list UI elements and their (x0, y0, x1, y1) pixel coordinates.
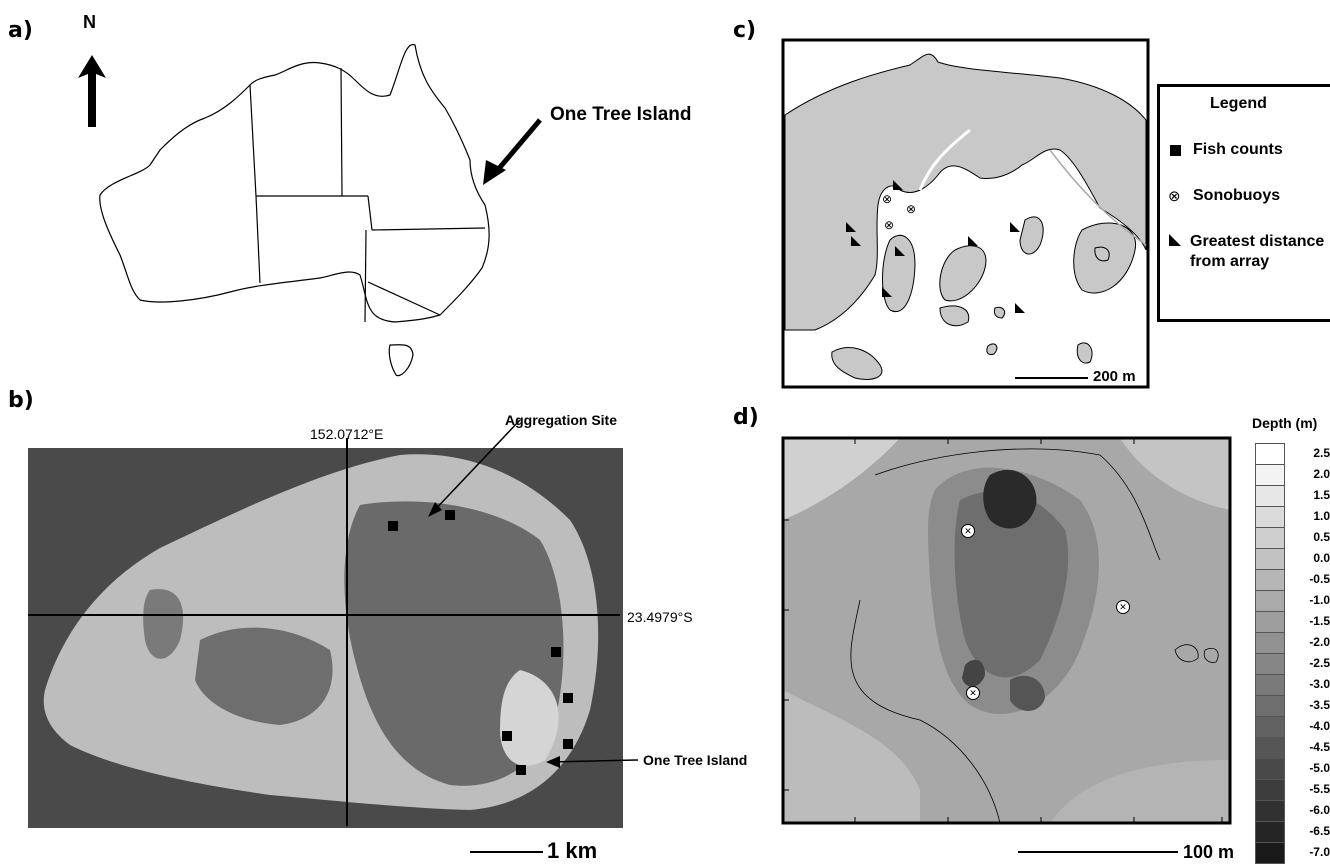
depth-swatch (1255, 738, 1285, 759)
depth-swatch (1255, 780, 1285, 801)
depth-tick-label: -5.5 (1309, 782, 1330, 796)
fish-count-marker (516, 765, 526, 775)
depth-swatch (1255, 801, 1285, 822)
depth-tick-label: 2.5 (1313, 446, 1330, 460)
legend-item-greatest-distance: Greatest distance from array (1190, 233, 1325, 270)
depth-tick-label: -2.0 (1309, 635, 1330, 649)
legend-title: Legend (1210, 95, 1267, 112)
fish-count-marker (563, 693, 573, 703)
scale-label-b: 1 km (547, 838, 598, 863)
depth-swatch (1255, 549, 1285, 570)
depth-tick-label: 2.0 (1313, 467, 1330, 481)
depth-swatch (1255, 822, 1285, 843)
longitude-label: 152.0712°E (310, 426, 384, 442)
depth-swatch (1255, 717, 1285, 738)
depth-tick-label: -4.5 (1309, 740, 1330, 754)
north-label: N (83, 12, 96, 32)
depth-swatch (1255, 465, 1285, 486)
depth-tick-label: -6.5 (1309, 824, 1330, 838)
depth-tick-label: -1.0 (1309, 593, 1330, 607)
depth-tick-label: -6.0 (1309, 803, 1330, 817)
scale-label-d: 100 m (1183, 842, 1235, 862)
sonobuoy-marker: ✕ (1116, 600, 1130, 614)
latitude-label: 23.4979°S (627, 609, 693, 625)
legend-item-sonobuoys: Sonobuoys (1193, 187, 1281, 204)
sonobuoys-icon: ⊗ (1168, 188, 1181, 205)
one-tree-island-label-b: One Tree Island (643, 752, 748, 768)
sonobuoy-marker: ✕ (966, 686, 980, 700)
panel-d-label: d) (733, 405, 759, 430)
depth-tick-label: -0.5 (1309, 572, 1330, 586)
sonobuoy-marker: ⊗ (881, 192, 893, 206)
depth-swatch (1255, 675, 1285, 696)
depth-swatch (1255, 570, 1285, 591)
depth-swatch (1255, 443, 1285, 465)
legend-box (1157, 84, 1330, 322)
panel-a-label: a) (8, 18, 33, 43)
depth-colorbar (1255, 443, 1285, 864)
depth-tick-label: -7.0 (1309, 845, 1330, 859)
depth-swatch (1255, 528, 1285, 549)
depth-tick-label: 1.5 (1313, 488, 1330, 502)
fish-count-marker (502, 731, 512, 741)
fish-count-marker (388, 521, 398, 531)
depth-tick-label: 0.5 (1313, 530, 1330, 544)
depth-swatch (1255, 507, 1285, 528)
depth-swatch (1255, 591, 1285, 612)
depth-tick-label: 1.0 (1313, 509, 1330, 523)
panel-b-label: b) (8, 388, 34, 413)
scale-label-c: 200 m (1093, 368, 1136, 385)
depth-swatch (1255, 612, 1285, 633)
fish-count-marker (445, 510, 455, 520)
fish-counts-icon (1170, 145, 1181, 156)
sonobuoy-marker: ✕ (961, 524, 975, 538)
depth-tick-label: 0.0 (1313, 551, 1330, 565)
depth-swatch (1255, 486, 1285, 507)
depth-swatch (1255, 696, 1285, 717)
fish-count-marker (551, 647, 561, 657)
depth-tick-label: -2.5 (1309, 656, 1330, 670)
legend-item-fish-counts: Fish counts (1193, 141, 1283, 158)
sonobuoy-marker: ⊗ (905, 202, 917, 216)
depth-swatch (1255, 633, 1285, 654)
depth-tick-label: -3.5 (1309, 698, 1330, 712)
panel-c-label: c) (733, 18, 757, 43)
sonobuoy-marker: ⊗ (883, 218, 895, 232)
depth-tick-label: -4.0 (1309, 719, 1330, 733)
fish-count-marker (563, 739, 573, 749)
depth-ticks: 2.5 2.0 1.5 1.0 0.5 0.0 -0.5 -1.0 -1.5 -2.0 -2.5 -3… (1293, 443, 1330, 863)
callout-one-tree-island-a: One Tree Island (550, 104, 692, 125)
depth-swatch (1255, 843, 1285, 864)
depth-title: Depth (m) (1252, 415, 1318, 431)
depth-swatch (1255, 759, 1285, 780)
depth-tick-label: -5.0 (1309, 761, 1330, 775)
depth-swatch (1255, 654, 1285, 675)
depth-tick-label: -1.5 (1309, 614, 1330, 628)
aggregation-site-label: Aggregation Site (505, 412, 618, 428)
depth-tick-label: -3.0 (1309, 677, 1330, 691)
